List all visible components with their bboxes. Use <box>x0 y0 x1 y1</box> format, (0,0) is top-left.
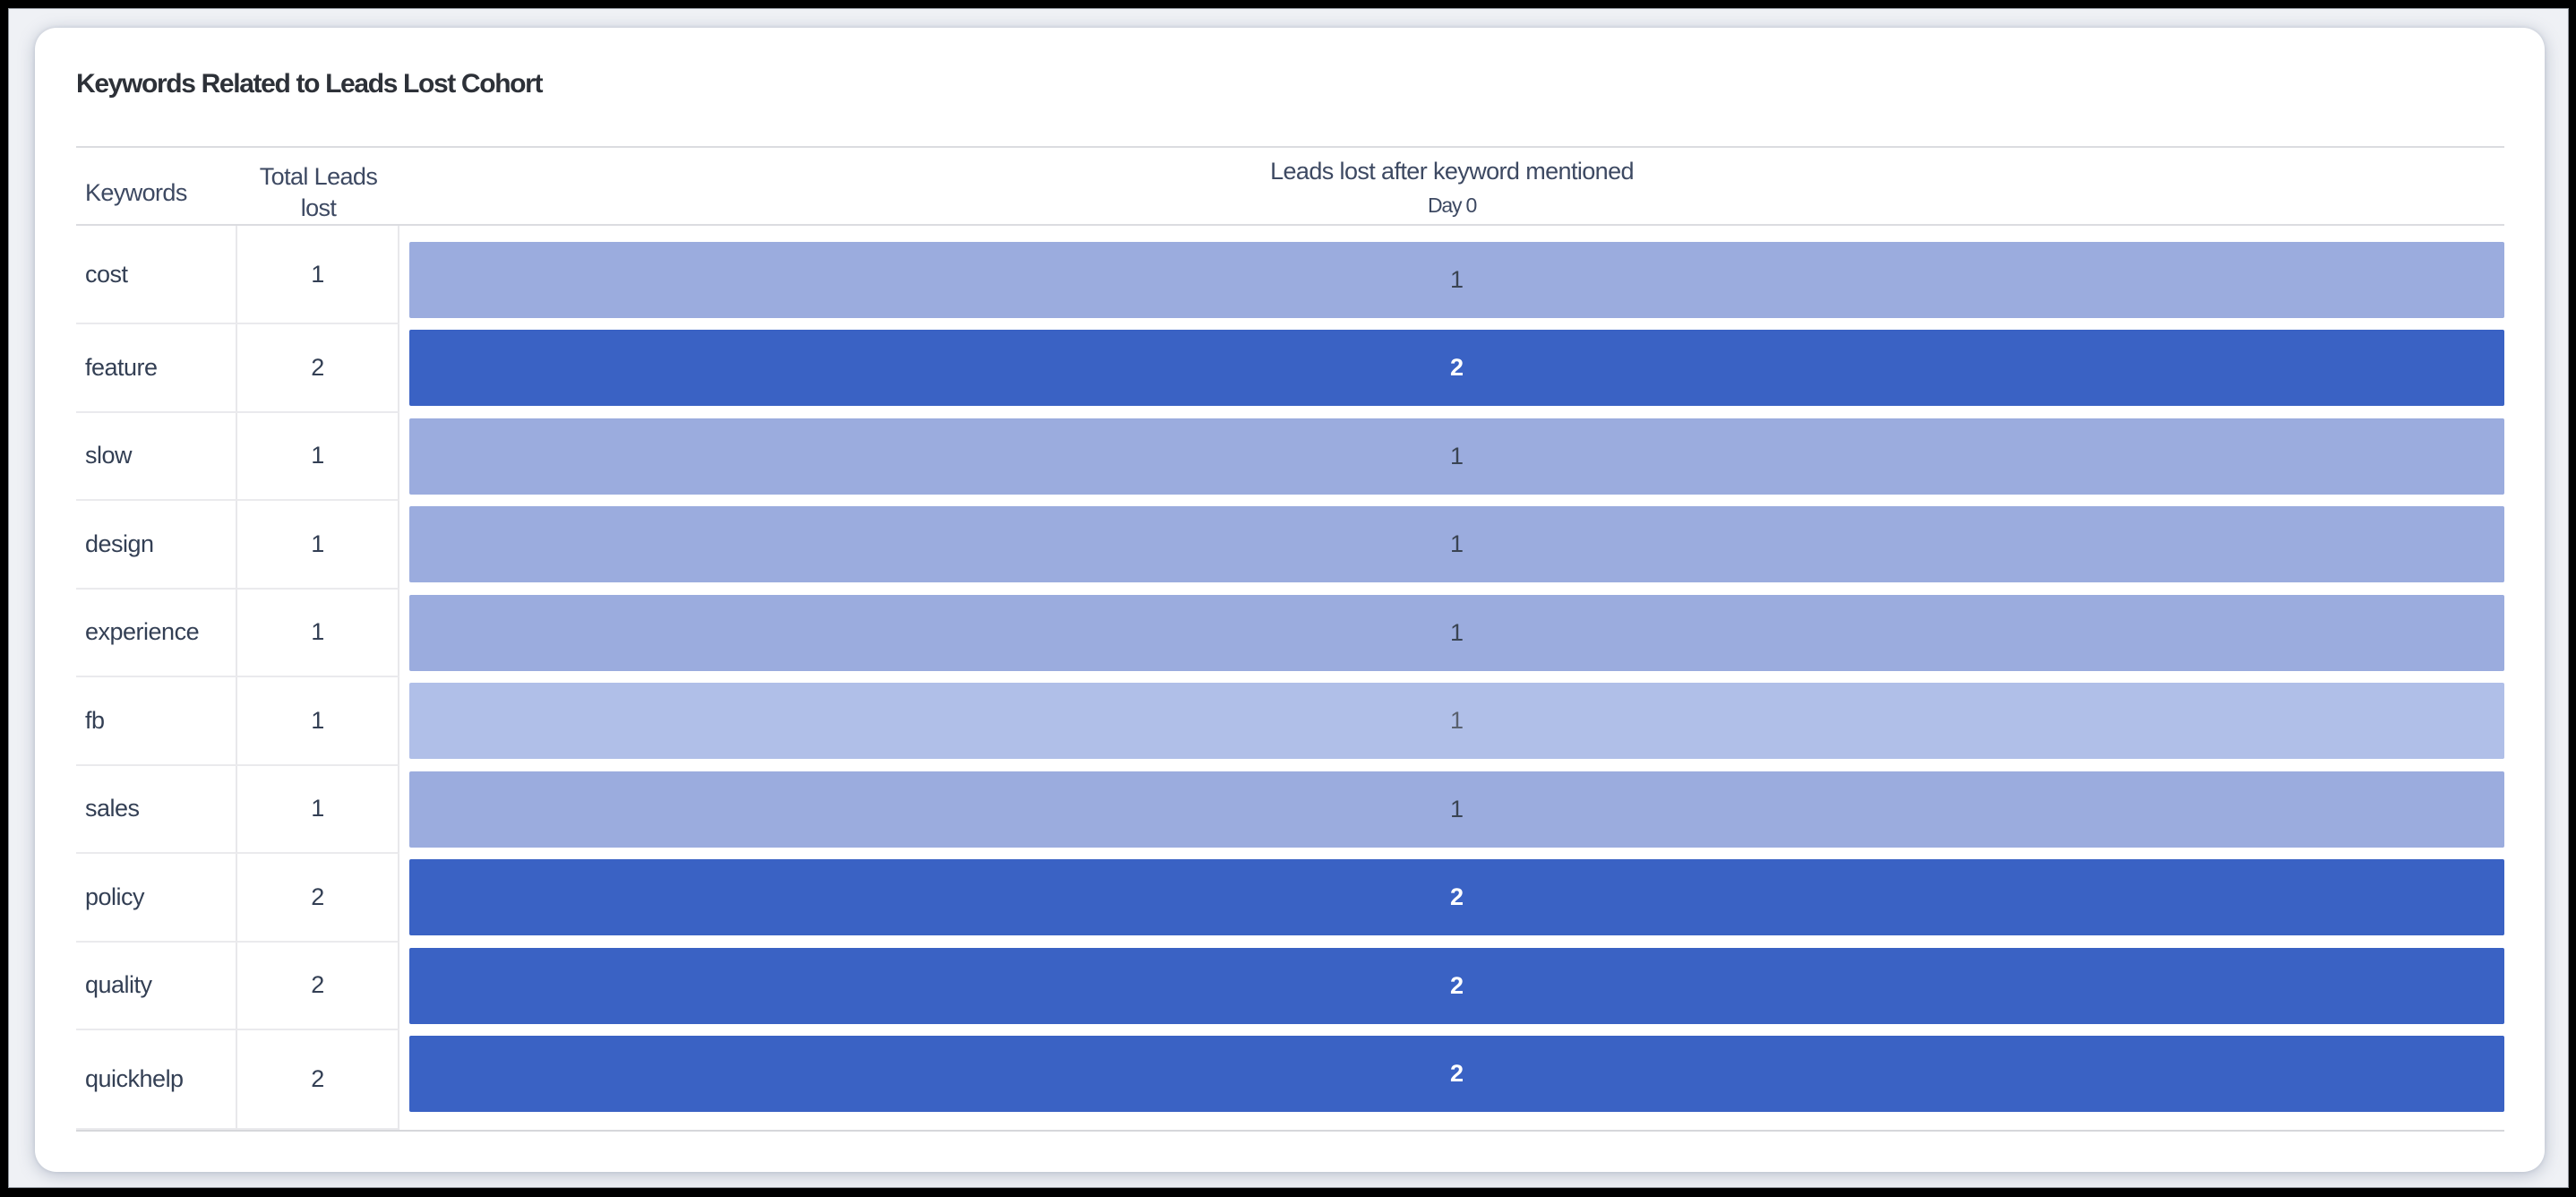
keyword-cell: sales <box>76 765 237 854</box>
day0-column-header: Day 0 <box>1427 194 1477 217</box>
col-header-keywords-label: Keywords <box>85 178 187 206</box>
total-leads-lost-cell: 1 <box>237 589 399 677</box>
window-background: Keywords Related to Leads Lost Cohort Ke… <box>8 8 2569 1188</box>
col-header-total-leads-lost: Total Leads lost <box>237 148 399 224</box>
cohort-day0-bar: 1 <box>409 241 2504 318</box>
keyword-cell: design <box>76 501 237 590</box>
table-row: feature 2 <box>76 324 2504 413</box>
keyword-cell: policy <box>76 854 237 943</box>
report-title: Keywords Related to Leads Lost Cohort <box>76 69 543 99</box>
keyword-cell: fb <box>76 677 237 766</box>
total-leads-lost-cell: 2 <box>237 942 399 1030</box>
table-row: fb 1 <box>76 677 2504 766</box>
total-leads-lost-cell: 2 <box>237 854 399 943</box>
total-leads-lost-cell: 2 <box>237 324 399 413</box>
col-header-keywords: Keywords <box>76 148 237 224</box>
cohort-day0-bar: 2 <box>409 859 2504 935</box>
keyword-cell: slow <box>76 412 237 501</box>
cohort-table: Keywords Total Leads lost Leads lost aft… <box>76 146 2504 1132</box>
total-leads-lost-cell: 1 <box>237 412 399 501</box>
keyword-cell: feature <box>76 324 237 413</box>
cohort-day0-bar: 1 <box>409 594 2504 671</box>
table-row: quickhelp 2 <box>76 1030 2504 1130</box>
keyword-cell: quality <box>76 942 237 1030</box>
cohort-day0-bar: 2 <box>409 947 2504 1024</box>
table-row: sales 1 <box>76 765 2504 854</box>
cohort-day0-bar: 1 <box>409 418 2504 495</box>
total-leads-lost-cell: 1 <box>237 765 399 854</box>
table-row: policy 2 <box>76 854 2504 943</box>
col-header-total-line2: lost <box>300 194 337 221</box>
report-card: Keywords Related to Leads Lost Cohort Ke… <box>35 28 2545 1172</box>
col-header-cohort-days: Leads lost after keyword mentioned Day 0 <box>399 148 2504 224</box>
table-row: quality 2 <box>76 942 2504 1030</box>
total-leads-lost-cell: 2 <box>237 1030 399 1130</box>
cohort-day0-bar: 1 <box>409 771 2504 848</box>
cohort-day0-bar: 1 <box>409 683 2504 759</box>
table-body: cost 1 1 feature 2 2 slow 1 1 design 1 1 experience 1… <box>76 226 2504 1130</box>
keyword-cell: quickhelp <box>76 1030 237 1130</box>
table-row: experience 1 <box>76 589 2504 677</box>
cohort-day0-bar: 2 <box>409 330 2504 406</box>
table-row: slow 1 <box>76 412 2504 501</box>
total-leads-lost-cell: 1 <box>237 677 399 766</box>
keyword-cell: cost <box>76 226 237 324</box>
cohort-group-header: Leads lost after keyword mentioned <box>1270 158 1634 185</box>
total-leads-lost-cell: 1 <box>237 501 399 590</box>
col-header-total-line1: Total Leads <box>259 163 378 190</box>
table-header-row: Keywords Total Leads lost Leads lost aft… <box>76 148 2504 226</box>
cohort-day0-bar: 2 <box>409 1036 2504 1112</box>
table-row: cost 1 <box>76 226 2504 324</box>
total-leads-lost-cell: 1 <box>237 226 399 324</box>
keyword-cell: experience <box>76 589 237 677</box>
cohort-day0-bar: 1 <box>409 506 2504 582</box>
table-row: design 1 <box>76 501 2504 590</box>
